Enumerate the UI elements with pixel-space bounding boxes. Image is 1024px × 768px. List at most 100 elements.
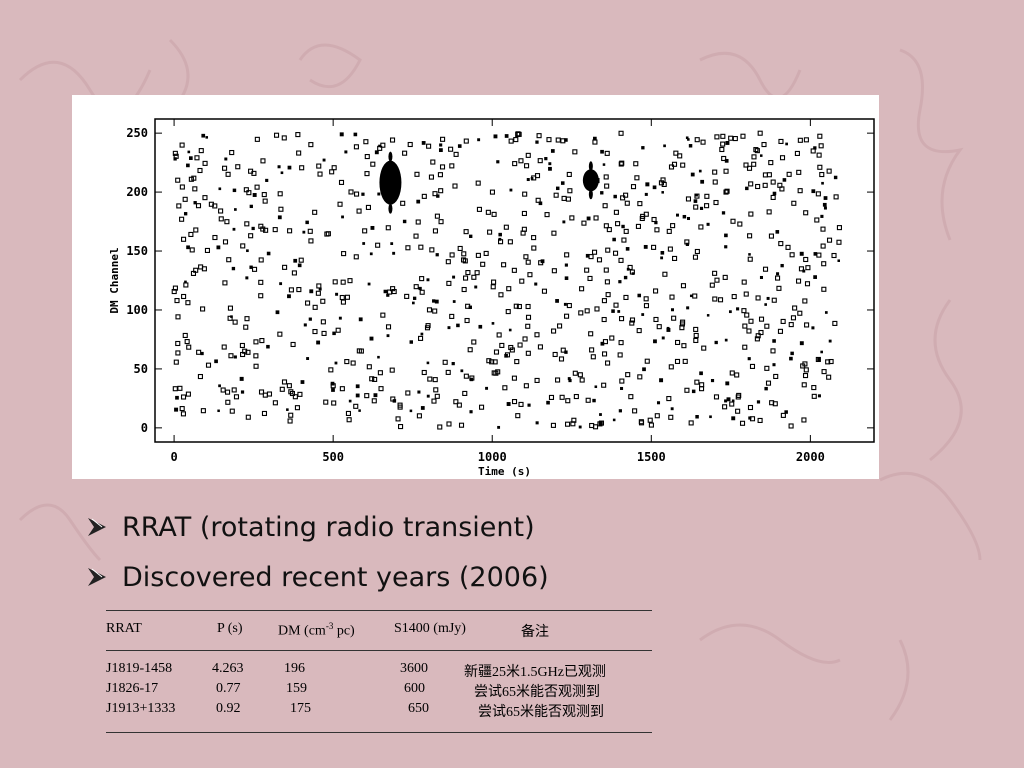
event-point	[673, 150, 679, 156]
event-point	[200, 408, 206, 414]
event-point	[471, 339, 477, 345]
event-point	[778, 241, 784, 247]
event-point	[369, 376, 375, 382]
event-point	[337, 201, 343, 207]
event-point	[412, 296, 417, 300]
event-point	[680, 162, 686, 168]
event-point	[612, 418, 616, 422]
event-point	[431, 398, 437, 404]
event-point	[729, 401, 735, 407]
event-point	[490, 284, 496, 290]
event-point	[277, 215, 282, 220]
event-point	[282, 264, 288, 270]
event-point	[296, 150, 302, 156]
event-point	[184, 280, 187, 284]
event-point	[694, 137, 700, 143]
plot-frame	[154, 118, 875, 443]
event-point	[684, 387, 690, 393]
event-point	[771, 297, 777, 303]
event-point	[413, 233, 419, 239]
event-point	[469, 377, 474, 382]
event-point	[548, 162, 552, 166]
event-point	[764, 303, 767, 306]
event-point	[653, 316, 659, 323]
event-point	[258, 293, 264, 299]
event-point	[577, 372, 583, 378]
event-point	[555, 299, 559, 303]
event-point	[427, 376, 433, 382]
event-point	[772, 339, 776, 343]
event-point	[402, 150, 408, 156]
y-tick-label: 200	[126, 185, 148, 199]
event-point	[331, 400, 337, 406]
event-point	[815, 191, 821, 197]
event-point	[225, 171, 231, 177]
event-point	[218, 187, 222, 191]
x-tick-label: 1000	[478, 450, 507, 464]
event-point	[600, 191, 604, 195]
event-point	[426, 394, 430, 398]
event-point	[372, 376, 378, 382]
event-point	[721, 211, 726, 215]
event-point	[564, 276, 569, 280]
event-point	[586, 216, 591, 221]
event-point	[231, 266, 236, 271]
event-point	[746, 328, 752, 334]
event-point	[797, 310, 803, 316]
event-point	[572, 149, 578, 155]
event-point	[617, 310, 621, 313]
event-point	[297, 263, 302, 268]
event-point	[671, 161, 678, 167]
event-point	[416, 413, 422, 419]
event-point	[227, 305, 233, 311]
event-point	[512, 161, 518, 167]
event-point	[275, 310, 280, 315]
event-point	[837, 259, 841, 262]
event-point	[555, 186, 560, 191]
event-point	[700, 179, 705, 184]
event-point	[804, 322, 810, 328]
event-point	[504, 134, 509, 138]
event-point	[670, 223, 676, 229]
event-point	[253, 353, 259, 359]
event-point	[601, 382, 607, 388]
event-point	[782, 178, 787, 182]
event-point	[761, 141, 767, 148]
event-point	[833, 194, 839, 200]
event-point	[619, 378, 625, 384]
event-point	[527, 272, 533, 278]
event-point	[180, 411, 186, 417]
event-point	[805, 265, 811, 271]
event-point	[620, 195, 626, 201]
y-tick-label: 0	[141, 421, 148, 435]
event-point	[536, 133, 542, 139]
event-point	[792, 305, 798, 311]
event-point	[361, 192, 365, 196]
event-point	[613, 302, 619, 308]
event-point	[222, 239, 229, 245]
event-point	[509, 347, 515, 353]
event-point	[281, 379, 288, 385]
event-point	[712, 296, 718, 302]
event-point	[434, 213, 440, 219]
event-point	[564, 252, 570, 258]
event-point	[534, 173, 541, 179]
event-point	[522, 191, 528, 197]
event-point	[742, 323, 748, 329]
event-point	[244, 221, 250, 227]
event-point	[689, 294, 693, 298]
event-point	[561, 195, 567, 201]
event-point	[623, 294, 629, 301]
event-point	[409, 340, 413, 344]
event-point	[617, 352, 623, 358]
event-point	[817, 133, 823, 139]
event-point	[686, 216, 691, 221]
event-point	[400, 200, 406, 206]
event-point	[212, 234, 218, 241]
event-point	[747, 357, 751, 361]
event-point	[821, 286, 827, 292]
event-point	[508, 328, 512, 332]
event-point	[421, 369, 427, 376]
event-point	[429, 247, 435, 253]
